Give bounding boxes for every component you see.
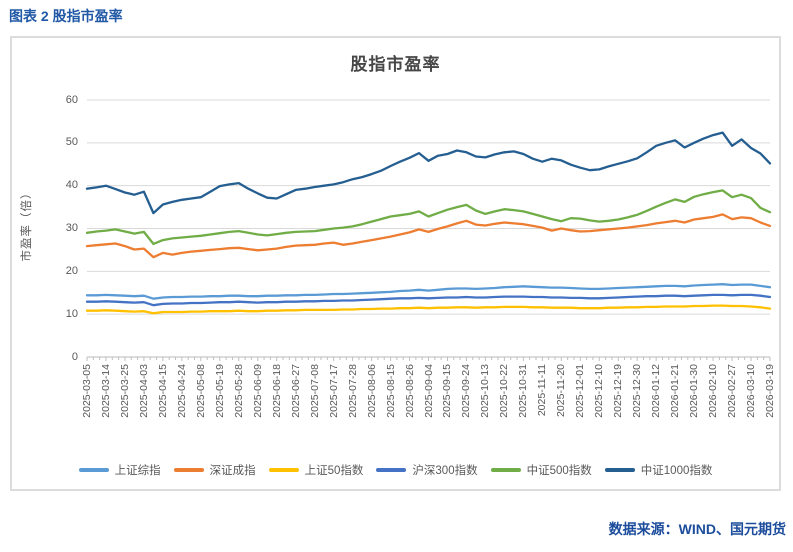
x-tick-label: 2025-06-09 (251, 364, 264, 418)
legend-swatch-icon (173, 468, 204, 472)
x-tick-label: 2025-12-01 (574, 364, 587, 418)
x-tick-label: 2025-09-24 (460, 364, 473, 418)
series-line-上证综指 (85, 283, 772, 300)
chart-title: 股指市盈率 (350, 55, 441, 74)
x-tick-label: 2025-12-10 (593, 364, 606, 418)
x-tick-label: 2026-02-27 (726, 364, 739, 418)
legend-label: 深证成指 (209, 465, 256, 477)
y-tick-label: 60 (65, 93, 78, 106)
x-tick-label: 2025-09-15 (441, 364, 454, 418)
y-tick-label: 10 (65, 307, 78, 320)
chart-container: 股指市盈率 市盈率（倍） 0 10 20 30 40 50 60 2025-03-05 202… (10, 36, 781, 491)
series-line-中证500指数 (85, 189, 772, 246)
legend-swatch-icon (490, 468, 521, 472)
x-tick-label: 2025-05-19 (213, 364, 226, 418)
x-tick-label: 2025-03-05 (81, 364, 93, 418)
legend-label: 上证综指 (114, 465, 161, 477)
x-tick-label: 2025-03-25 (118, 364, 131, 418)
x-tick-label: 2025-05-08 (194, 364, 207, 418)
y-axis-title: 市盈率（倍） (21, 186, 33, 262)
data-source: 数据来源：WIND、国元期货 (608, 521, 786, 537)
legend-item: 中证500指数 (490, 462, 592, 478)
legend-item: 深证成指 (173, 462, 256, 478)
y-tick-label: 20 (65, 264, 78, 277)
series-line-沪深300指数 (85, 293, 772, 307)
x-tick-label: 2026-01-12 (650, 364, 663, 418)
legend: 上证综指 深证成指 上证50指数 沪深300指数 中证500指数 中证1000指数 (12, 462, 779, 478)
x-tick-label: 2026-01-30 (688, 364, 701, 418)
x-tick-label: 2025-03-14 (99, 364, 112, 418)
y-tick-label: 0 (71, 350, 78, 363)
series-line-中证1000指数 (85, 131, 772, 215)
figure-caption: 图表 2 股指市盈率 (9, 8, 123, 24)
y-tick-label: 50 (65, 136, 78, 149)
x-tick-label: 2025-04-24 (175, 364, 188, 418)
legend-label: 沪深300指数 (412, 465, 478, 477)
x-tick-label: 2025-12-30 (631, 364, 644, 418)
legend-label: 中证500指数 (526, 465, 592, 477)
x-tick-label: 2025-05-28 (232, 364, 245, 418)
x-tick-label: 2025-10-31 (517, 364, 530, 418)
x-tick-label: 2025-10-13 (479, 364, 492, 418)
x-tick-label: 2025-06-18 (270, 364, 283, 418)
x-tick-label: 2025-07-17 (327, 364, 340, 418)
x-tick-label: 2025-04-03 (137, 364, 150, 418)
x-tick-label: 2026-03-10 (745, 364, 758, 418)
x-tick-label: 2025-09-04 (422, 364, 435, 418)
legend-swatch-icon (604, 468, 635, 472)
legend-label: 中证1000指数 (640, 465, 713, 477)
x-tick-label: 2026-03-19 (764, 364, 776, 418)
x-tick-label: 2025-08-15 (384, 364, 397, 418)
x-tick-label: 2025-08-26 (403, 364, 416, 418)
legend-swatch-icon (376, 468, 407, 472)
series-line-上证50指数 (85, 304, 772, 315)
x-tick-label: 2025-04-15 (156, 364, 169, 418)
plot-area (85, 99, 772, 361)
x-tick-label: 2026-02-10 (707, 364, 720, 418)
legend-swatch-icon (268, 468, 299, 472)
x-tick-label: 2025-07-28 (346, 364, 359, 418)
legend-item: 沪深300指数 (376, 462, 478, 478)
y-tick-label: 40 (65, 179, 78, 192)
x-tick-label: 2025-08-06 (365, 364, 378, 418)
legend-swatch-icon (78, 468, 109, 472)
legend-item: 上证50指数 (268, 462, 364, 478)
series-line-深证成指 (85, 213, 772, 259)
x-tick-label: 2026-01-21 (669, 364, 682, 418)
x-tick-label: 2025-12-19 (612, 364, 625, 418)
x-tick-label: 2025-10-22 (498, 364, 511, 418)
x-tick-label: 2025-06-27 (289, 364, 302, 418)
legend-label: 上证50指数 (304, 465, 364, 477)
x-tick-label: 2025-07-08 (308, 364, 321, 418)
legend-item: 中证1000指数 (604, 462, 713, 478)
legend-item: 上证综指 (78, 462, 161, 478)
y-tick-label: 30 (65, 222, 78, 234)
x-tick-label: 2025-11-11 (536, 364, 549, 417)
x-tick-label: 2025-11-20 (555, 364, 568, 417)
